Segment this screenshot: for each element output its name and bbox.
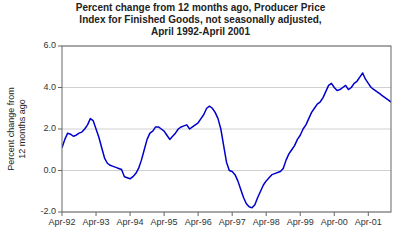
x-tick: [96, 212, 97, 216]
y-tick-label: -2.0: [40, 206, 56, 216]
y-tick-label: 4.0: [43, 82, 56, 92]
title-line: April 1992-April 2001: [151, 26, 250, 37]
y-axis-label: Percent change from12 months ago: [6, 87, 27, 171]
x-tick-label: Apr-93: [83, 217, 110, 227]
plot-area: [62, 73, 391, 208]
data-line: [62, 73, 391, 208]
title: Percent change from 12 months ago, Produ…: [76, 2, 326, 37]
x-tick: [334, 212, 335, 216]
y-tick: [58, 212, 62, 213]
chart-container: Percent change from 12 months ago, Produ…: [0, 0, 401, 238]
x-tick: [198, 212, 199, 216]
y-axis-label-line: Percent change from: [6, 87, 16, 171]
y-tick: [58, 87, 62, 88]
x-tick: [300, 212, 301, 216]
x-tick-label: Apr-96: [185, 217, 212, 227]
x-tick-label: Apr-95: [151, 217, 178, 227]
title-line: Percent change from 12 months ago, Produ…: [76, 2, 326, 13]
x-tick: [62, 212, 63, 216]
x-tick-label: Apr-99: [287, 217, 314, 227]
y-tick: [58, 129, 62, 130]
y-tick: [58, 170, 62, 171]
x-tick: [266, 212, 267, 216]
y-tick-label: 2.0: [43, 123, 56, 133]
plot-frame: [62, 46, 391, 212]
x-tick: [164, 212, 165, 216]
x-tick-label: Apr-92: [48, 217, 75, 227]
grid-line: [62, 129, 391, 130]
x-tick: [232, 212, 233, 216]
x-tick: [130, 212, 131, 216]
chart-svg: Percent change from 12 months ago, Produ…: [0, 0, 401, 238]
grid-line: [62, 170, 391, 171]
y-tick: [58, 46, 62, 47]
y-axis-label-line: 12 months ago: [17, 99, 27, 159]
x-tick-label: Apr-94: [117, 217, 144, 227]
x-tick-label: Apr-01: [355, 217, 382, 227]
grid: [62, 46, 391, 212]
y-tick-label: 0.0: [43, 165, 56, 175]
x-tick-label: Apr-97: [219, 217, 246, 227]
y-tick-label: 6.0: [43, 40, 56, 50]
x-tick: [368, 212, 369, 216]
x-tick-label: Apr-00: [321, 217, 348, 227]
title-line: Index for Finished Goods, not seasonally…: [79, 14, 321, 25]
x-tick-label: Apr-98: [253, 217, 280, 227]
